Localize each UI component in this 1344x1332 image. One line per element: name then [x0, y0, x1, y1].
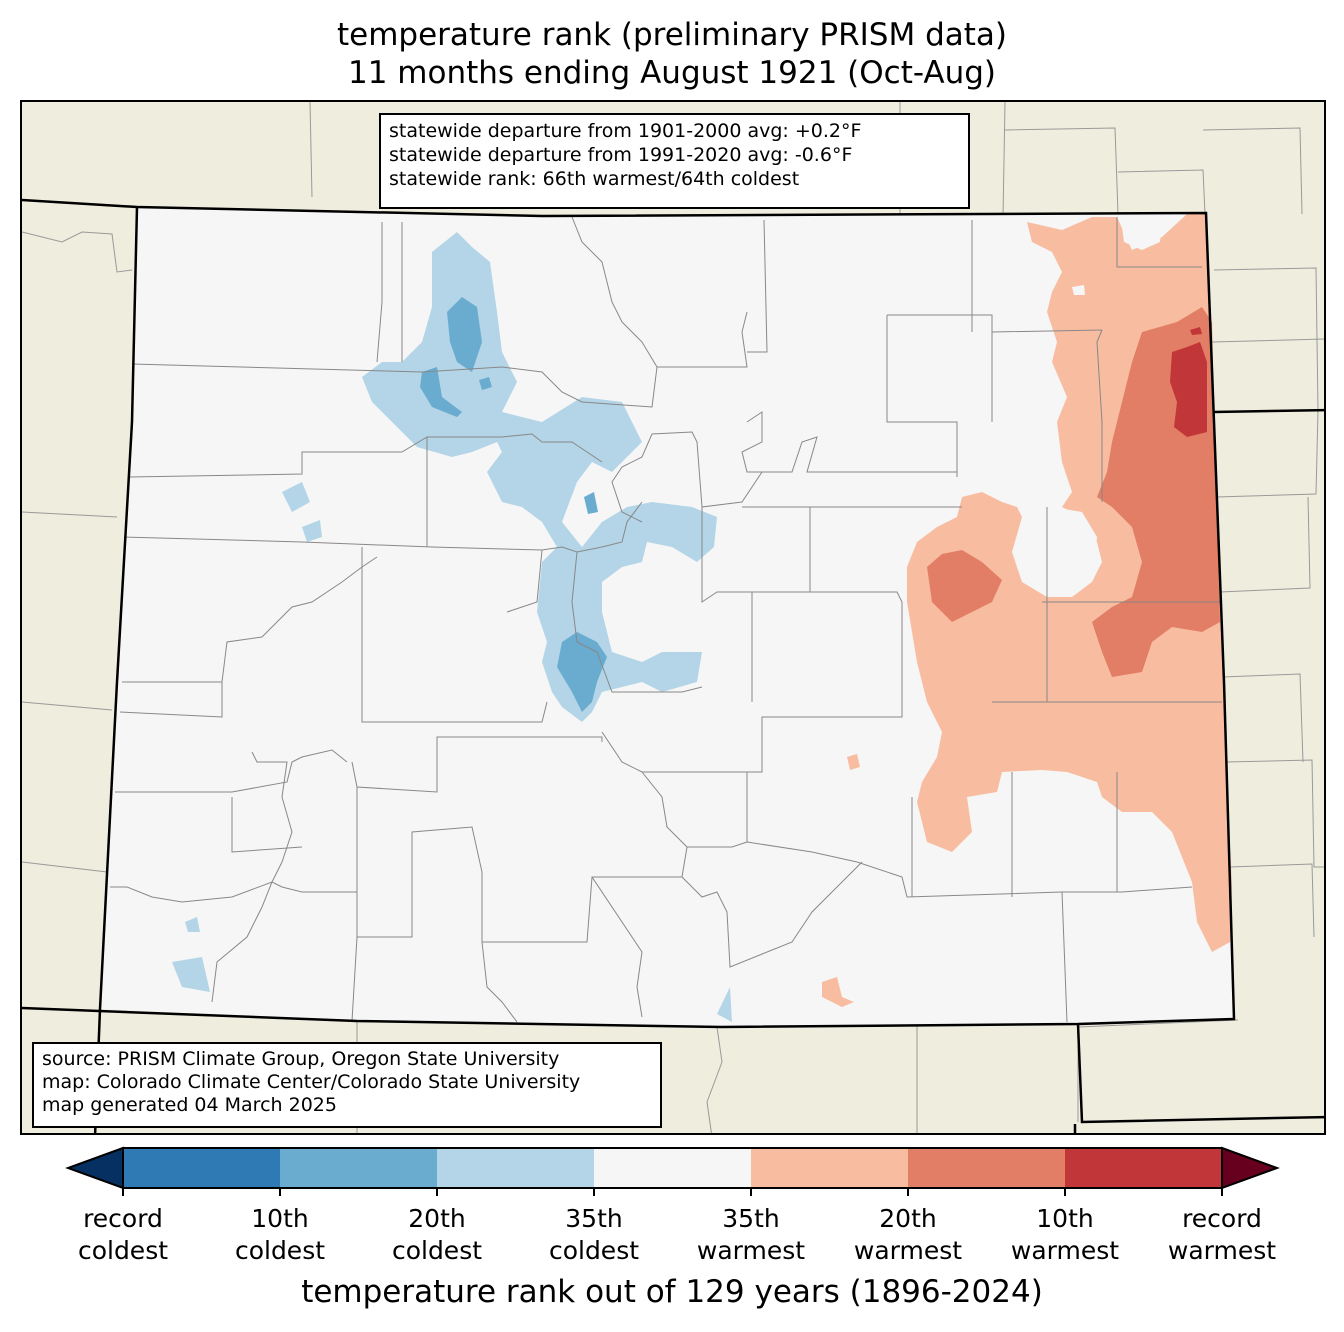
- map-frame: statewide departure from 1901-2000 avg: …: [20, 100, 1326, 1135]
- colorbar-tick-label: 10th coldest: [200, 1203, 360, 1267]
- neutral-holes: [1017, 217, 1162, 587]
- tick-label-line1: 35th: [722, 1204, 780, 1233]
- colorbar-tick-label: 35th warmest: [671, 1203, 831, 1267]
- map-title-line2: 11 months ending August 1921 (Oct-Aug): [347, 55, 997, 91]
- colorbar: [65, 1146, 1280, 1196]
- colorado-rank-map: [22, 102, 1324, 1133]
- colorbar-segment-10th-warmest: [1065, 1148, 1222, 1188]
- colorbar-extend-cold: [65, 1146, 124, 1190]
- tick-label-line2: coldest: [548, 1236, 640, 1265]
- map-credit-line: map: Colorado Climate Center/Colorado St…: [42, 1071, 581, 1093]
- tick-label-line2: coldest: [391, 1236, 483, 1265]
- colorbar-segment-neutral: [594, 1148, 751, 1188]
- tick-label-line2: warmest: [1167, 1236, 1277, 1265]
- county-lines: [110, 216, 1222, 1023]
- tick-label-line2: coldest: [234, 1236, 326, 1265]
- tick-label-line2: coldest: [77, 1236, 169, 1265]
- colorbar-axis-label: temperature rank out of 129 years (1896-…: [301, 1274, 1043, 1310]
- generated-date-line: map generated 04 March 2025: [42, 1094, 337, 1116]
- colorbar-tick-label: 20th warmest: [828, 1203, 988, 1267]
- cold-anomaly-areas: [172, 232, 732, 1022]
- tick-label-line1: 10th: [1036, 1204, 1094, 1233]
- colorbar-tick-label: 20th coldest: [357, 1203, 517, 1267]
- colorbar-segment-35th-coldest: [437, 1148, 594, 1188]
- warm-10th-areas: [1170, 327, 1207, 437]
- stats-departure-1901-2000: statewide departure from 1901-2000 avg: …: [389, 120, 862, 142]
- colorbar-tick-label: record coldest: [43, 1203, 203, 1267]
- statewide-stats-box: statewide departure from 1901-2000 avg: …: [379, 113, 970, 209]
- colorbar-tick-label: 10th warmest: [985, 1203, 1145, 1267]
- tick-label-line1: 35th: [565, 1204, 623, 1233]
- tick-label-line1: 10th: [251, 1204, 309, 1233]
- colorbar-segment-35th-warmest: [751, 1148, 908, 1188]
- colorbar-extend-warm: [1221, 1146, 1280, 1190]
- tick-label-line1: record: [83, 1204, 163, 1233]
- tick-label-line1: record: [1182, 1204, 1262, 1233]
- tick-label-line1: 20th: [408, 1204, 466, 1233]
- colorbar-outline: [122, 1147, 1223, 1189]
- source-line: source: PRISM Climate Group, Oregon Stat…: [42, 1048, 560, 1070]
- cold-10th-areas: [420, 297, 607, 712]
- neighbor-county-lines: [22, 102, 1324, 1133]
- tick-label-line2: warmest: [1010, 1236, 1120, 1265]
- colorbar-tick-label: 35th coldest: [514, 1203, 674, 1267]
- colorbar-segment-10th-coldest: [123, 1148, 280, 1188]
- colorbar-segment-20th-warmest: [908, 1148, 1065, 1188]
- tick-label-line2: warmest: [853, 1236, 963, 1265]
- map-title-line1: temperature rank (preliminary PRISM data…: [336, 17, 1007, 53]
- colorbar-segment-20th-coldest: [280, 1148, 437, 1188]
- tick-label-line1: 20th: [879, 1204, 937, 1233]
- stats-statewide-rank: statewide rank: 66th warmest/64th coldes…: [389, 168, 800, 190]
- colorbar-tick-label: record warmest: [1142, 1203, 1302, 1267]
- tick-label-line2: warmest: [696, 1236, 806, 1265]
- colorbar-ticks: [122, 1188, 1223, 1196]
- stats-departure-1991-2020: statewide departure from 1991-2020 avg: …: [389, 144, 853, 166]
- source-credit-box: source: PRISM Climate Group, Oregon Stat…: [32, 1042, 662, 1128]
